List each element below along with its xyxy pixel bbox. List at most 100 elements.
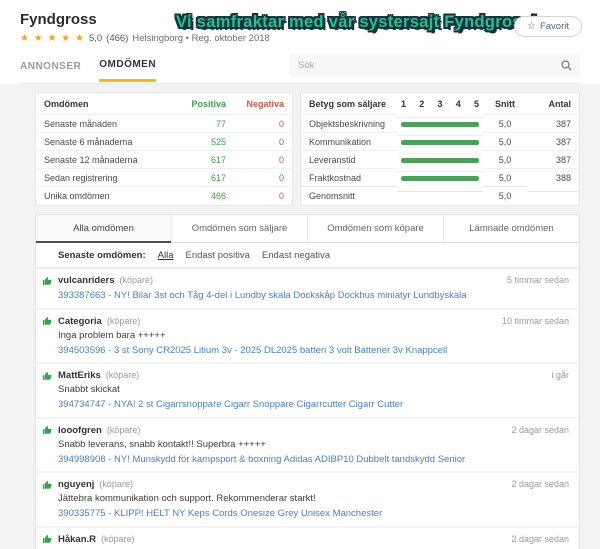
tab-annonser[interactable]: ANNONSER	[20, 60, 82, 72]
review-username[interactable]: Categoria	[58, 315, 102, 327]
counts-header-negative: Negativa	[246, 99, 284, 109]
review-comment: Snabb leverans, snabb kontakt!! Superbra…	[58, 438, 266, 450]
review-item-link[interactable]: 394998908 - NY! Munskydd för kampsport &…	[58, 453, 466, 465]
counts-row-negative[interactable]: 0	[234, 168, 292, 186]
tab-all-reviews[interactable]: Alla omdömen	[36, 215, 171, 243]
review-header: MattEriks (köpare) i går	[41, 369, 569, 382]
rating-bar	[397, 170, 483, 184]
rating-bar-fill	[401, 157, 479, 163]
review-username[interactable]: looofgren	[58, 424, 102, 436]
review-item-link[interactable]: 394734747 - NYA! 2 st Cigarrsnoppare Cig…	[58, 399, 404, 410]
review-comment: Snabbt skickat	[58, 384, 120, 395]
rating-row-antal: 388	[527, 168, 579, 186]
rating-row-label: Fraktkostnad	[301, 168, 397, 186]
review-item-link[interactable]: 393387663 - NY! Bilar 3st och Tåg 4-del …	[58, 290, 467, 301]
filter-label: Senaste omdömen:	[58, 250, 146, 261]
average-snitt: 5,0	[483, 186, 527, 204]
review-item: Håkan.R (köpare) 2 dagar sedan Mycket sn…	[36, 525, 579, 549]
counts-row-positive[interactable]: 466	[182, 186, 234, 204]
average-antal-spacer	[527, 191, 579, 199]
tab-reviews-as-seller[interactable]: Omdömen som säljare	[171, 215, 307, 243]
rating-bar-track	[401, 175, 479, 181]
rating-row-snitt: 5,0	[483, 114, 527, 132]
filter-option-positive[interactable]: Endast positiva	[185, 250, 250, 261]
rating-row-label: Objektsbeskrivning	[301, 114, 397, 132]
review-username[interactable]: vulcanriders	[58, 275, 115, 286]
favorite-button[interactable]: ☆ Favorit	[513, 16, 582, 37]
thumbs-up-icon	[41, 534, 53, 544]
review-header: Categoria (köpare) 10 timmar sedan	[41, 315, 569, 328]
review-comment: Jättebra kommunikation och support. Reko…	[58, 493, 316, 504]
review-role: (köpare)	[101, 533, 135, 544]
thumbs-up-icon	[41, 425, 53, 435]
rating-bar-track	[401, 139, 479, 145]
thumbs-up-icon	[41, 316, 53, 326]
tab-reviews-given[interactable]: Lämnade omdömen	[443, 215, 579, 243]
counts-row-label: Senaste 6 månaderna	[36, 132, 182, 150]
page-title: Fyndgross	[20, 11, 97, 28]
review-item: vulcanriders (köpare) 5 timmar sedan 393…	[36, 268, 579, 308]
counts-row-negative[interactable]: 0	[234, 132, 292, 150]
scale-tick: 2	[419, 99, 425, 109]
favorite-label: Favorit	[539, 21, 569, 32]
seller-ratings-table: Betyg som säljare 1 2 3 4 5 Snitt Antal	[300, 92, 580, 206]
review-item-link[interactable]: 390335775 - KLIPP! HELT NY Keps Cords On…	[58, 508, 383, 519]
rating-meta: ★ ★ ★ ★ ★ 5,0 (466) Helsingborg • Reg. o…	[20, 33, 580, 44]
review-item: MattEriks (köpare) i går Snabbt skickat …	[36, 362, 579, 417]
counts-row-label: Senaste 12 månaderna	[36, 150, 182, 168]
filter-option-negative[interactable]: Endast negativa	[261, 250, 331, 261]
review-item-link[interactable]: 394503596 - 3 st Sony CR2025 Litium 3v -…	[58, 344, 448, 356]
counts-header-positive: Positiva	[191, 99, 226, 109]
rating-count[interactable]: (466)	[106, 33, 129, 44]
review-timestamp: 2 dagar sedan	[511, 533, 569, 544]
counts-row-negative[interactable]: 0	[234, 114, 292, 132]
counts-row-negative[interactable]: 0	[234, 186, 292, 204]
review-header: nguyenj (köpare) 2 dagar sedan	[41, 478, 569, 491]
location-registered: Helsingborg • Reg. oktober 2018	[132, 33, 270, 44]
counts-row-positive[interactable]: 617	[182, 150, 234, 168]
rating-row-snitt: 5,0	[483, 168, 527, 186]
thumbs-up-icon	[41, 480, 53, 490]
review-item: Categoria (köpare) 10 timmar sedan Inga …	[36, 307, 579, 363]
review-username[interactable]: nguyenj	[58, 479, 95, 490]
filter-option-all[interactable]: Alla	[157, 250, 174, 261]
profile-nav: ANNONSER OMDÖMEN	[20, 54, 580, 84]
rating-bar	[397, 152, 483, 166]
review-username[interactable]: MattEriks	[58, 370, 101, 381]
rating-row-antal: 387	[527, 132, 579, 150]
review-role: (köpare)	[99, 479, 133, 489]
profile-header: Fyndgross ★ ★ ★ ★ ★ 5,0 (466) Helsingbor…	[0, 0, 600, 84]
search-icon[interactable]	[561, 60, 572, 71]
main-content: Omdömen Positiva Negativa Senaste månade…	[0, 84, 600, 549]
rating-row-label: Leveranstid	[301, 150, 397, 168]
counts-row-label: Senaste månaden	[36, 114, 182, 132]
review-header: vulcanriders (köpare) 5 timmar sedan	[41, 274, 569, 287]
review-timestamp: 2 dagar sedan	[511, 479, 569, 489]
counts-row-positive[interactable]: 77	[182, 114, 234, 132]
tab-reviews-as-buyer[interactable]: Omdömen som köpare	[307, 215, 443, 243]
review-timestamp: 5 timmar sedan	[506, 275, 569, 285]
rating-bar-track	[401, 121, 479, 127]
review-header: Håkan.R (köpare) 2 dagar sedan	[41, 533, 569, 546]
review-tabs: Alla omdömen Omdömen som säljare Omdömen…	[35, 214, 580, 243]
promo-banner: Vi samfraktar med vår systersajt Fyndgro…	[176, 13, 538, 31]
review-timestamp: i går	[551, 370, 569, 380]
rating-value: 5,0	[88, 33, 103, 44]
search-box[interactable]	[290, 54, 580, 77]
review-username[interactable]: Håkan.R	[58, 533, 97, 545]
ratings-scale: 1 2 3 4 5	[397, 93, 483, 114]
tab-omdomen[interactable]: OMDÖMEN	[99, 59, 157, 82]
review-item: looofgren (köpare) 2 dagar sedan Snabb l…	[36, 416, 579, 472]
counts-row-negative[interactable]: 0	[234, 150, 292, 168]
review-header: looofgren (köpare) 2 dagar sedan	[41, 424, 569, 437]
search-input[interactable]	[298, 60, 561, 71]
rating-row-snitt: 5,0	[483, 132, 527, 150]
rating-row-antal: 387	[527, 150, 579, 168]
rating-bar	[397, 116, 483, 130]
thumbs-up-icon	[41, 276, 53, 286]
counts-row-positive[interactable]: 617	[182, 168, 234, 186]
review-comment: Mycket snabbt och bra !	[58, 548, 569, 549]
counts-row-positive[interactable]: 525	[182, 132, 234, 150]
review-role: (köpare)	[119, 275, 154, 285]
scale-tick: 4	[455, 99, 461, 109]
